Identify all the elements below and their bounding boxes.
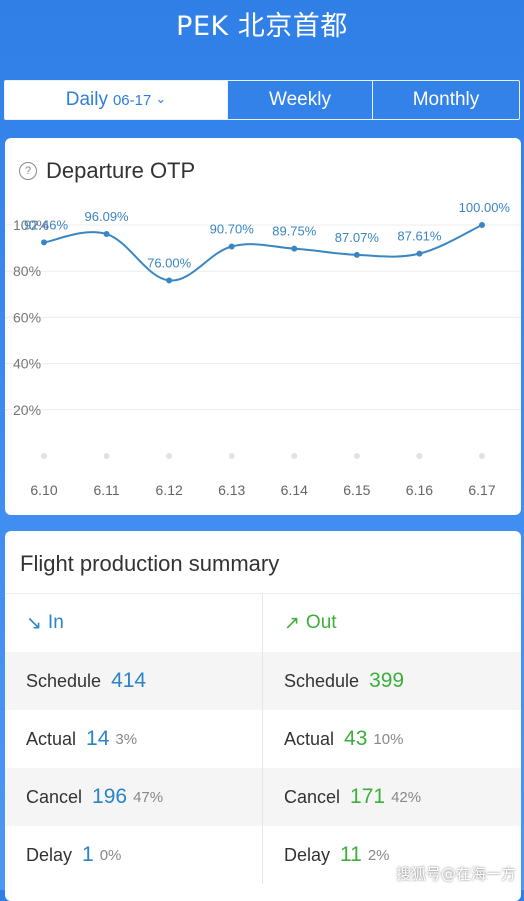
baseline-dot (416, 453, 423, 459)
in-value: 1 (82, 843, 94, 866)
in-value: 196 (92, 785, 128, 808)
chevron-down-icon[interactable]: ⌄ (155, 91, 167, 106)
data-point (228, 243, 235, 250)
data-point (353, 251, 360, 258)
summary-title: Flight production summary (20, 551, 280, 576)
watermark: 搜狐号@在海一方 (395, 865, 516, 883)
table-row: Delay 1 0% Delay 11 2% (5, 826, 521, 884)
data-label: 100.00% (459, 200, 511, 215)
row-label: Delay (284, 844, 331, 865)
in-header: ↘ In (5, 594, 263, 652)
tab-daily-label: Daily (65, 89, 108, 110)
data-label: 89.75% (272, 224, 317, 239)
x-tick-label: 6.14 (281, 482, 308, 498)
row-label: Delay (26, 844, 73, 865)
out-cell: Cancel 171 42% (263, 768, 521, 826)
out-value: 399 (369, 669, 405, 692)
data-point (416, 250, 423, 257)
row-label: Actual (284, 728, 335, 749)
table-row: Actual 14 3% Actual 43 10% (5, 710, 521, 768)
summary-table: ↘ In ↗ Out Schedule 414 Schedule 399 Act (5, 593, 521, 884)
y-tick-label: 80% (13, 263, 41, 279)
otp-series-line (43, 224, 483, 282)
y-tick-label: 100% (13, 217, 49, 233)
baseline-dot (353, 453, 360, 459)
baseline-dot (103, 453, 110, 459)
out-header-label: Out (305, 612, 337, 633)
data-label: 90.70% (210, 221, 255, 236)
in-cell: Actual 14 3% (5, 710, 263, 768)
otp-title: Departure OTP (46, 158, 196, 183)
row-label: Schedule (26, 670, 102, 691)
arrow-down-right-icon: ↘ (26, 612, 42, 634)
tab-weekly[interactable]: Weekly (227, 81, 373, 119)
in-cell: Cancel 196 47% (5, 768, 263, 826)
table-row: Cancel 196 47% Cancel 171 42% (5, 768, 521, 826)
x-tick-label: 6.17 (468, 482, 495, 498)
summary-card: Flight production summary ↘ In ↗ Out Sch… (5, 531, 521, 901)
row-label: Cancel (284, 786, 341, 807)
data-point (291, 245, 298, 252)
baseline-dot (41, 453, 47, 459)
x-tick-label: 6.10 (30, 482, 57, 498)
out-cell: Schedule 399 (263, 652, 521, 710)
x-tick-label: 6.16 (406, 482, 433, 498)
out-value: 11 (340, 843, 362, 866)
help-icon[interactable]: ? (19, 162, 37, 180)
out-pct: 10% (373, 730, 404, 748)
row-label: Actual (26, 728, 77, 749)
tab-monthly[interactable]: Monthly (373, 81, 519, 119)
out-pct: 42% (391, 788, 422, 806)
baseline-dot (166, 453, 173, 459)
in-cell: Delay 1 0% (5, 826, 263, 884)
x-tick-label: 6.11 (93, 482, 119, 498)
out-cell: Delay 11 2% (263, 826, 521, 884)
x-tick-label: 6.13 (218, 482, 245, 498)
otp-card: 100% 80% 60% 40% 20% 6.10 6.11 6.12 6.13 6.14 6.15… (5, 138, 521, 515)
row-label: Cancel (26, 786, 83, 807)
data-label: 76.00% (147, 255, 192, 270)
in-value: 14 (86, 727, 110, 750)
table-row: Schedule 414 Schedule 399 (5, 652, 521, 710)
data-label: 87.07% (335, 230, 380, 245)
data-point (479, 222, 485, 228)
baseline-dot (291, 453, 298, 459)
out-value: 171 (350, 785, 386, 808)
tab-daily-date: 06-17 (112, 91, 152, 109)
arrow-up-right-icon: ↗ (284, 612, 300, 634)
baseline-dot (479, 453, 485, 459)
data-point (41, 239, 47, 246)
out-value: 43 (344, 727, 368, 750)
in-pct: 3% (115, 730, 138, 748)
y-tick-label: 20% (13, 402, 41, 418)
in-pct: 0% (99, 846, 122, 864)
baseline-dot (228, 453, 235, 459)
tab-weekly-label: Weekly (269, 89, 331, 110)
data-point (103, 231, 110, 238)
data-point (166, 277, 173, 284)
period-tabs: Daily 06-17 ⌄ Weekly Monthly (4, 80, 520, 120)
y-tick-label: 60% (13, 309, 41, 325)
tab-monthly-label: Monthly (412, 89, 480, 110)
y-tick-label: 40% (13, 356, 41, 372)
in-cell: Schedule 414 (5, 652, 263, 710)
otp-header: ? Departure OTP (19, 158, 195, 184)
data-label: 96.09% (85, 209, 130, 224)
row-label: Schedule (284, 670, 360, 691)
data-label: 92.46% (24, 217, 69, 232)
out-header: ↗ Out (263, 594, 521, 652)
in-header-label: In (47, 612, 64, 633)
summary-header-row: ↘ In ↗ Out (5, 594, 521, 652)
out-pct: 2% (367, 846, 390, 864)
x-tick-label: 6.15 (343, 482, 370, 498)
in-pct: 47% (133, 788, 164, 806)
in-value: 414 (111, 669, 147, 692)
out-cell: Actual 43 10% (263, 710, 521, 768)
data-label: 87.61% (397, 229, 442, 244)
tab-daily[interactable]: Daily 06-17 ⌄ (5, 81, 227, 119)
page-title: PEK 北京首都 (176, 11, 348, 42)
x-tick-label: 6.12 (156, 482, 183, 498)
otp-line-chart: 100% 80% 60% 40% 20% 6.10 6.11 6.12 6.13 6.14 6.15… (5, 200, 521, 498)
